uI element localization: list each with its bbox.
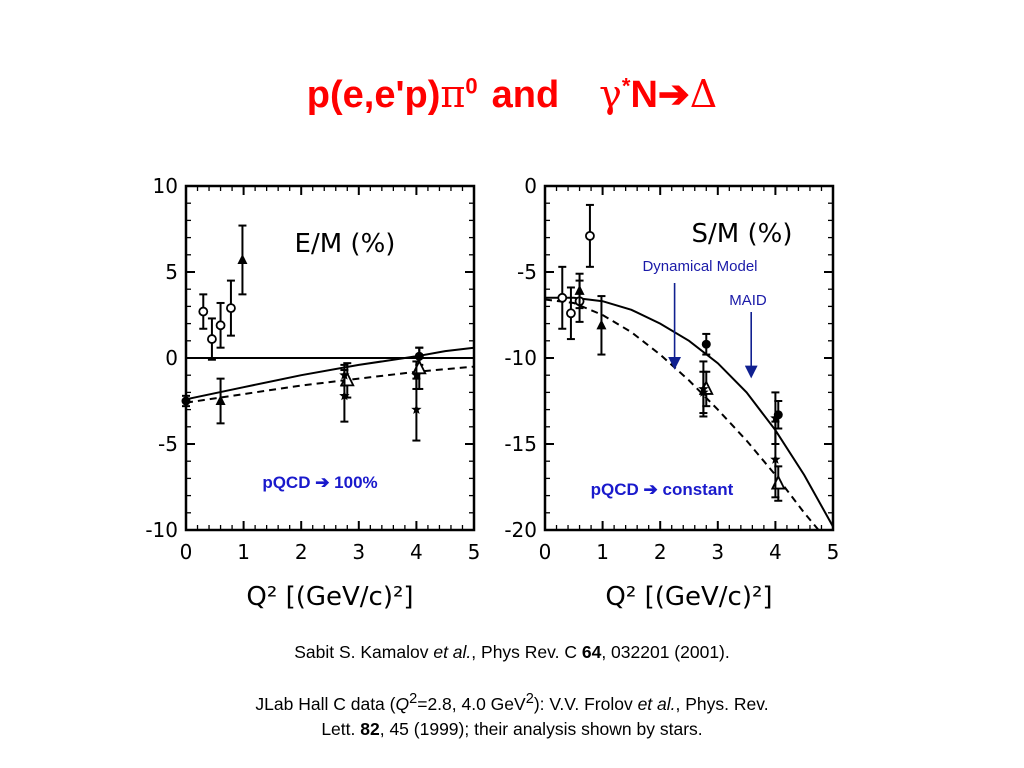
x-axis-label: Q² [(GeV/c)²]: [605, 582, 772, 612]
y-tick-label: -15: [504, 432, 537, 456]
panel-title: S/M (%): [692, 219, 793, 249]
x-tick-label: 5: [468, 540, 481, 564]
y-tick-label: -5: [158, 432, 178, 456]
star-marker: [770, 412, 781, 423]
data-point-star: [770, 420, 781, 499]
dynamical-model-label: Dynamical Model: [642, 258, 757, 275]
y-tick-label: 0: [165, 346, 178, 370]
x-tick-label: 1: [596, 540, 609, 564]
pqcd-annotation: pQCD ➔ 100%: [262, 473, 377, 492]
x-tick-label: 0: [180, 540, 193, 564]
filled-circle-marker: [701, 339, 711, 349]
data-point-star: [698, 370, 709, 415]
open-circle-marker: [198, 306, 209, 317]
y-tick-label: 10: [153, 174, 178, 198]
title-N: N: [630, 74, 658, 116]
data-point-open-circle: [207, 317, 217, 361]
data-point-open-circle: [198, 293, 209, 330]
x-axis-label: Q² [(GeV/c)²]: [246, 582, 413, 612]
slide-title: p(e,e'p)π0 and γ*N➔Δ: [0, 72, 1024, 117]
maid-label: MAID: [729, 292, 767, 309]
solid-curve: [185, 346, 475, 401]
title-pi: π: [440, 72, 466, 116]
x-tick-label: 4: [410, 540, 423, 564]
data-point-open-triangle: [770, 465, 786, 502]
title-and: and: [491, 74, 560, 116]
data-point-open-circle: [226, 279, 236, 337]
star-marker: [770, 454, 781, 464]
x-tick-label: 3: [352, 540, 365, 564]
title-superscript-zero: 0: [465, 73, 478, 99]
data-point-filled-triangle: [574, 272, 585, 310]
title-arrow-icon: ➔: [657, 74, 690, 116]
pqcd-annotation: pQCD ➔ constant: [591, 480, 734, 499]
data-point-filled-triangle: [215, 377, 226, 425]
filled-triangle-marker: [215, 395, 226, 405]
filled-triangle-marker: [237, 253, 248, 264]
data-point-star: [411, 377, 422, 442]
data-point-filled-triangle: [596, 295, 607, 356]
citation-frolov: JLab Hall C data (Q2=2.8, 4.0 GeV2): V.V…: [255, 691, 769, 739]
star-marker: [339, 390, 350, 401]
panel-title: E/M (%): [295, 229, 396, 259]
x-tick-label: 2: [654, 540, 667, 564]
data-point-open-circle: [215, 301, 226, 349]
data-point-filled-circle: [701, 332, 711, 356]
data-point-open-circle: [585, 203, 595, 268]
title-delta: Δ: [689, 72, 718, 116]
data-point-filled-triangle: [237, 224, 248, 296]
x-tick-label: 4: [769, 540, 782, 564]
citation-kamalov: Sabit S. Kamalov et al., Phys Rev. C 64,…: [294, 642, 730, 662]
title-reaction: p(e,e'p): [306, 74, 441, 116]
y-tick-label: -10: [145, 518, 178, 542]
data-point-star: [339, 369, 350, 423]
filled-triangle-marker: [596, 319, 607, 330]
y-tick-label: -20: [504, 518, 537, 542]
star-marker: [698, 386, 709, 397]
open-circle-marker: [207, 334, 217, 344]
solid-curve: [545, 296, 834, 528]
star-marker: [411, 404, 422, 414]
title-gamma: γ: [599, 72, 622, 116]
open-circle-marker: [566, 308, 576, 319]
data-point-filled-circle: [181, 394, 191, 408]
filled-triangle-marker: [574, 284, 585, 295]
dashed-curve: [185, 365, 475, 404]
open-circle-marker: [557, 292, 568, 303]
open-circle-marker: [585, 230, 595, 241]
chart-panel-2: 0-5-10-15-200 1 2 3 4 5Q² [(GeV/c)²]S/M (%)pQ…: [504, 174, 839, 612]
x-tick-label: 3: [711, 540, 724, 564]
open-triangle-marker: [411, 359, 427, 375]
y-tick-label: 5: [165, 260, 178, 284]
open-circle-marker: [226, 303, 236, 314]
data-point-open-circle: [557, 265, 568, 330]
open-triangle-marker: [770, 474, 786, 490]
star-marker: [411, 369, 422, 380]
open-circle-marker: [215, 320, 226, 331]
y-tick-label: -10: [504, 346, 537, 370]
x-tick-label: 1: [237, 540, 250, 564]
x-tick-label: 0: [539, 540, 552, 564]
y-tick-label: -5: [517, 260, 537, 284]
data-point-open-triangle: [411, 346, 427, 390]
dashed-curve: [544, 298, 820, 531]
y-tick-label: 0: [524, 174, 537, 198]
data-point-open-circle: [566, 286, 576, 341]
x-tick-label: 5: [827, 540, 840, 564]
x-tick-label: 2: [295, 540, 308, 564]
title-star: *: [621, 73, 631, 99]
filled-circle-marker: [181, 396, 191, 406]
